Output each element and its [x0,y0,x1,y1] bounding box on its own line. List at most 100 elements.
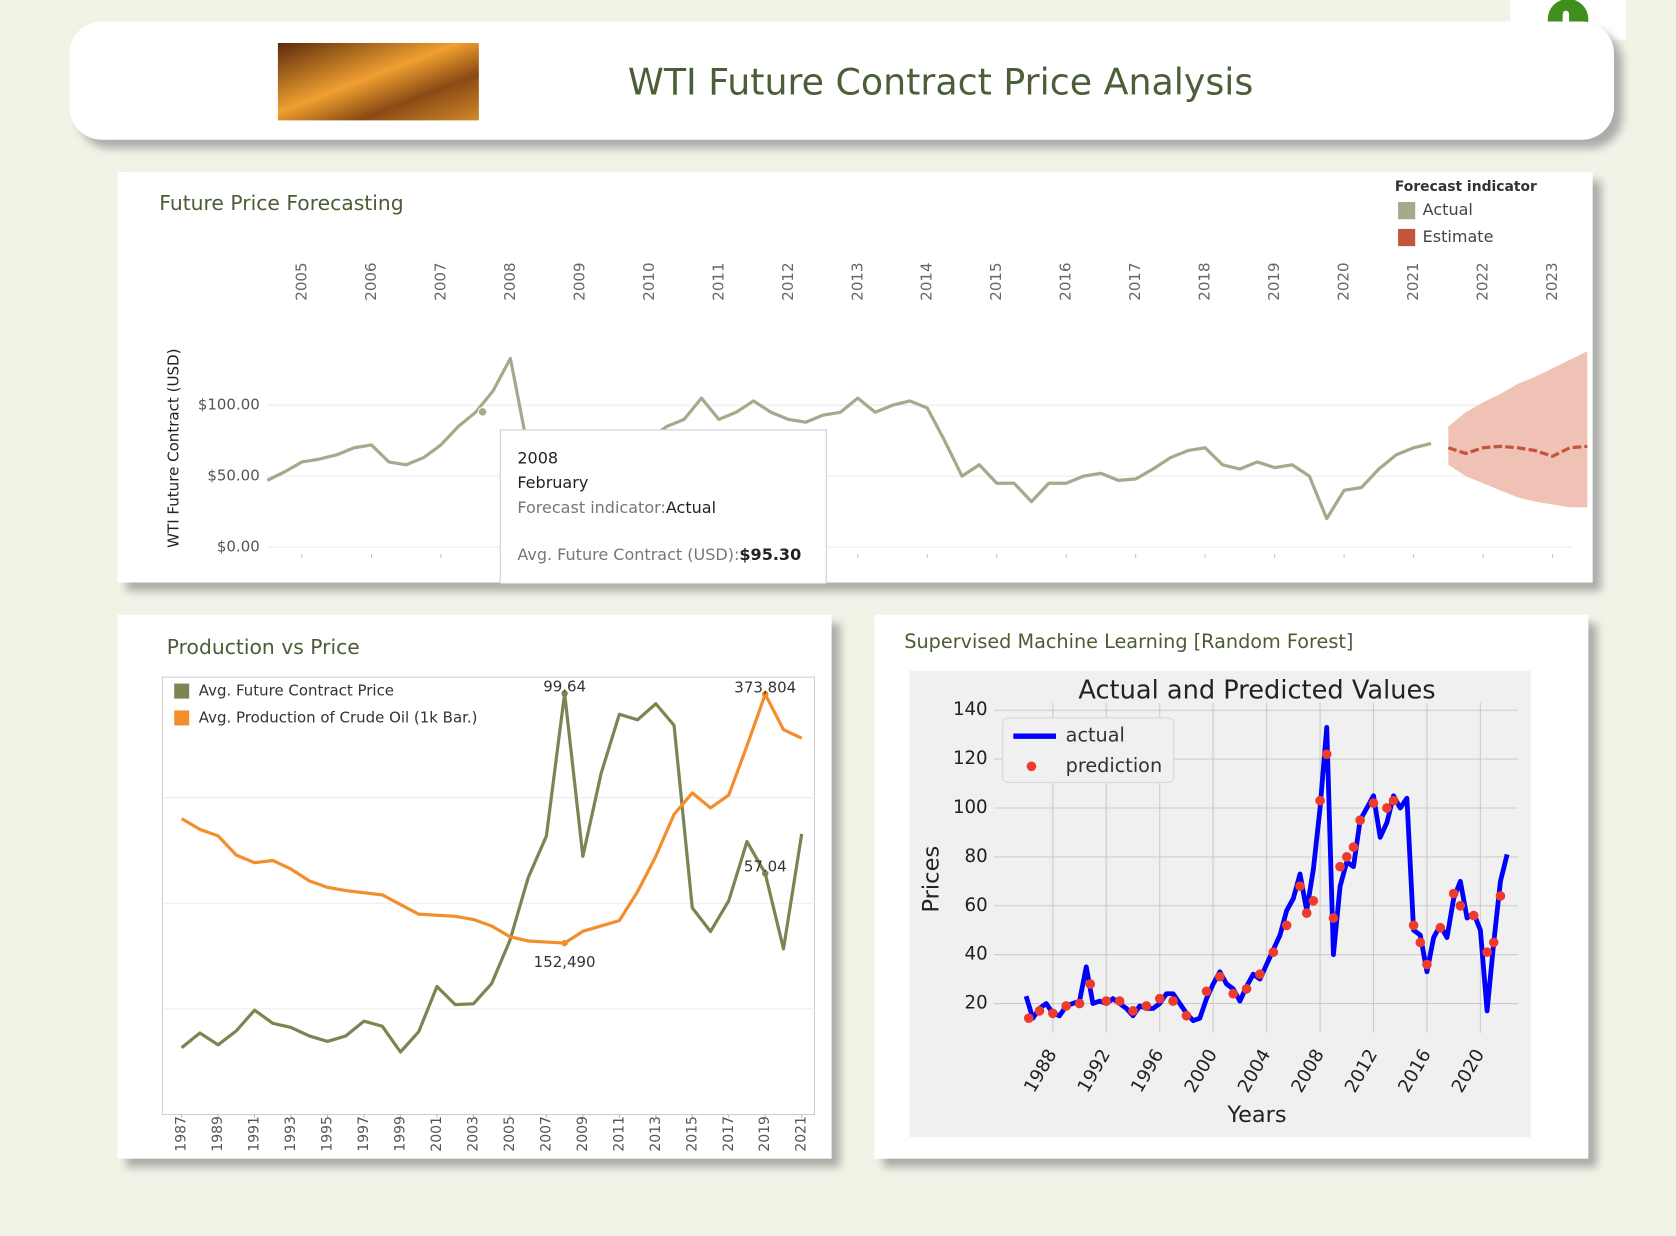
prediction-dot [1435,922,1446,933]
series-line [266,356,1432,521]
y-tick-label: $50.00 [207,467,259,485]
prediction-dot [1215,971,1225,982]
x-tick-label: 2007 [538,1116,554,1152]
label-point [762,870,769,877]
panel-title: Production vs Price [167,635,360,659]
prediction-dot [1168,996,1178,1006]
x-tick-label: 2003 [465,1116,481,1152]
prediction-dot [1128,1006,1138,1016]
data-label: 152,490 [534,953,596,971]
x-tick-label: 2018 [1196,262,1214,300]
x-tick-label: 2020 [1335,262,1353,300]
prediction-dot [1048,1008,1058,1019]
x-tick-label: 2013 [648,1116,664,1152]
panel [117,171,1593,583]
x-tick-label: 1989 [210,1116,226,1152]
legend-label: Avg. Production of Crude Oil (1k Bar.) [199,708,478,726]
x-tick-label: 2015 [987,262,1005,300]
x-tick-label: 2019 [757,1116,773,1152]
y-tick-label: 100 [953,797,988,818]
label-point [561,939,568,947]
prediction-dot [1085,979,1096,989]
x-tick-label: 2021 [794,1116,810,1152]
x-tick-label: 2015 [684,1116,700,1152]
prediction-dot [1448,888,1459,899]
prediction-dot [1482,947,1492,958]
label-point [762,690,769,698]
x-tick-label: 2006 [362,262,380,300]
prediction-dot [1154,993,1165,1004]
y-tick-label: 80 [965,846,988,867]
y-tick-label: $0.00 [217,538,260,556]
legend-label: Avg. Future Contract Price [199,682,394,700]
legend-label: prediction [1066,754,1162,777]
tooltip-value: $95.30 [739,545,801,564]
prediction-dot [1241,984,1252,994]
legend-swatch [1026,761,1037,772]
prediction-dot [1328,913,1339,923]
prediction-dot [1201,986,1212,997]
legend-title: Forecast indicator [1395,179,1537,195]
prediction-dot [1034,1006,1045,1016]
x-tick-label: 2019 [1265,262,1283,300]
x-tick-label: 1995 [320,1116,336,1152]
y-tick-label: 60 [965,895,988,916]
y-axis-label: Prices [919,846,945,913]
prediction-dot [1061,1001,1072,1011]
prediction-dot [1488,937,1499,948]
y-tick-label: $100.00 [198,396,260,414]
x-tick-label: 2014 [918,262,936,300]
x-tick-label: 2011 [709,262,727,300]
prediction-dot [1255,969,1265,980]
header-image [277,42,479,121]
x-tick-label: 2021 [1404,262,1422,300]
data-label: 57.04 [744,857,787,875]
legend-label: actual [1066,724,1125,747]
y-tick-label: 20 [965,993,988,1014]
x-tick-label: 2022 [1474,262,1492,300]
prediction-dot [1388,795,1399,806]
prediction-dot [1335,861,1345,872]
prediction-dot [1355,815,1365,826]
chart-title: Actual and Predicted Values [1078,676,1435,706]
x-tick-label: 2005 [502,1116,518,1152]
series-line [180,691,804,1054]
x-tick-label: 2017 [1126,262,1144,300]
prediction-dot [1422,959,1432,970]
prediction-dot [1181,1010,1192,1021]
x-axis-label: Years [1226,1102,1286,1128]
forecast-band [1448,351,1588,508]
tooltip-year: 2008 [517,448,558,467]
prediction-dot [1368,798,1379,808]
x-tick-label: 2007 [431,262,449,300]
plot-frame [161,676,816,1116]
x-tick-label: 2011 [611,1116,627,1152]
prediction-dot [1228,988,1239,999]
tooltip [499,429,827,585]
x-tick-label: 1991 [247,1116,263,1152]
y-tick-label: 40 [965,944,988,965]
prediction-dot [1281,920,1292,931]
panel-title: Supervised Machine Learning [Random Fore… [904,630,1353,653]
x-tick-label: 1997 [356,1116,372,1152]
legend-swatch [174,683,190,699]
x-tick-label: 2009 [575,1116,591,1152]
label-point [561,690,568,697]
x-tick-label: 2001 [429,1116,445,1152]
prediction-dot [1348,842,1359,852]
x-tick-label: 2009 [570,262,588,300]
prediction-dot [1101,996,1112,1006]
legend-label: Actual [1423,200,1473,219]
y-tick-label: 140 [953,699,988,720]
x-tick-label: 2016 [1057,262,1075,300]
x-tick-label: 2005 [292,262,310,300]
prediction-dot [1141,1001,1152,1011]
series-line [180,692,803,945]
x-tick-label: 2008 [501,262,519,300]
x-tick-label: 1987 [174,1116,190,1152]
x-tick-label: 2010 [640,262,658,300]
legend-swatch [1398,228,1416,247]
panel [117,614,832,1159]
